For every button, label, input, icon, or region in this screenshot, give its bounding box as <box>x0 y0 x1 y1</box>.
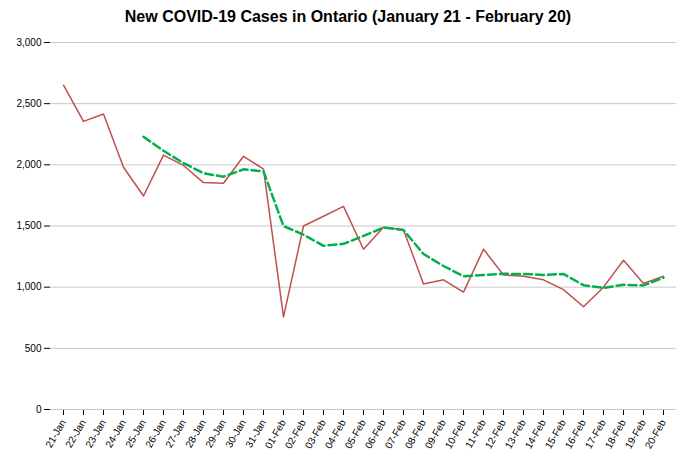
svg-text:31-Jan: 31-Jan <box>243 417 268 450</box>
svg-text:08-Feb: 08-Feb <box>402 417 428 451</box>
svg-text:0: 0 <box>36 404 42 415</box>
svg-text:19-Feb: 19-Feb <box>622 417 648 451</box>
svg-text:500: 500 <box>25 343 42 354</box>
svg-text:18-Feb: 18-Feb <box>602 417 628 451</box>
svg-text:01-Feb: 01-Feb <box>262 417 288 451</box>
svg-text:10-Feb: 10-Feb <box>442 417 468 451</box>
svg-text:11-Feb: 11-Feb <box>463 417 488 450</box>
svg-text:30-Jan: 30-Jan <box>223 417 248 450</box>
svg-text:2,000: 2,000 <box>16 159 41 170</box>
html-text:New COVID-19 Cases in Ontario: New COVID-19 Cases in Ontario (January 2… <box>124 8 572 25</box>
svg-text:13-Feb: 13-Feb <box>502 417 528 451</box>
svg-text:06-Feb: 06-Feb <box>362 417 388 451</box>
svg-text:1,000: 1,000 <box>16 281 41 292</box>
svg-text:23-Jan: 23-Jan <box>83 417 108 450</box>
svg-text:02-Feb: 02-Feb <box>282 417 308 451</box>
svg-text:1,500: 1,500 <box>16 220 41 231</box>
svg-text:24-Jan: 24-Jan <box>103 417 128 450</box>
svg-text:14-Feb: 14-Feb <box>522 417 548 451</box>
svg-text:3,000: 3,000 <box>16 37 41 48</box>
svg-text:12-Feb: 12-Feb <box>482 417 508 451</box>
svg-text:26-Jan: 26-Jan <box>143 417 168 450</box>
svg-text:03-Feb: 03-Feb <box>302 417 328 451</box>
svg-text:27-Jan: 27-Jan <box>163 417 188 450</box>
svg-text:15-Feb: 15-Feb <box>542 417 568 451</box>
svg-text:04-Feb: 04-Feb <box>322 417 348 451</box>
svg-text:16-Feb: 16-Feb <box>562 417 588 451</box>
svg-text:09-Feb: 09-Feb <box>422 417 448 451</box>
svg-text:07-Feb: 07-Feb <box>382 417 408 451</box>
svg-text:28-Jan: 28-Jan <box>183 417 208 450</box>
svg-text:20-Feb: 20-Feb <box>643 417 669 450</box>
svg-text:22-Jan: 22-Jan <box>63 417 88 450</box>
svg-text:25-Jan: 25-Jan <box>123 417 148 450</box>
svg-text:29-Jan: 29-Jan <box>203 417 228 450</box>
svg-text:17-Feb: 17-Feb <box>582 417 608 451</box>
svg-text:2,500: 2,500 <box>16 98 41 109</box>
svg-text:05-Feb: 05-Feb <box>342 417 368 451</box>
svg-text:21-Jan: 21-Jan <box>43 417 68 450</box>
